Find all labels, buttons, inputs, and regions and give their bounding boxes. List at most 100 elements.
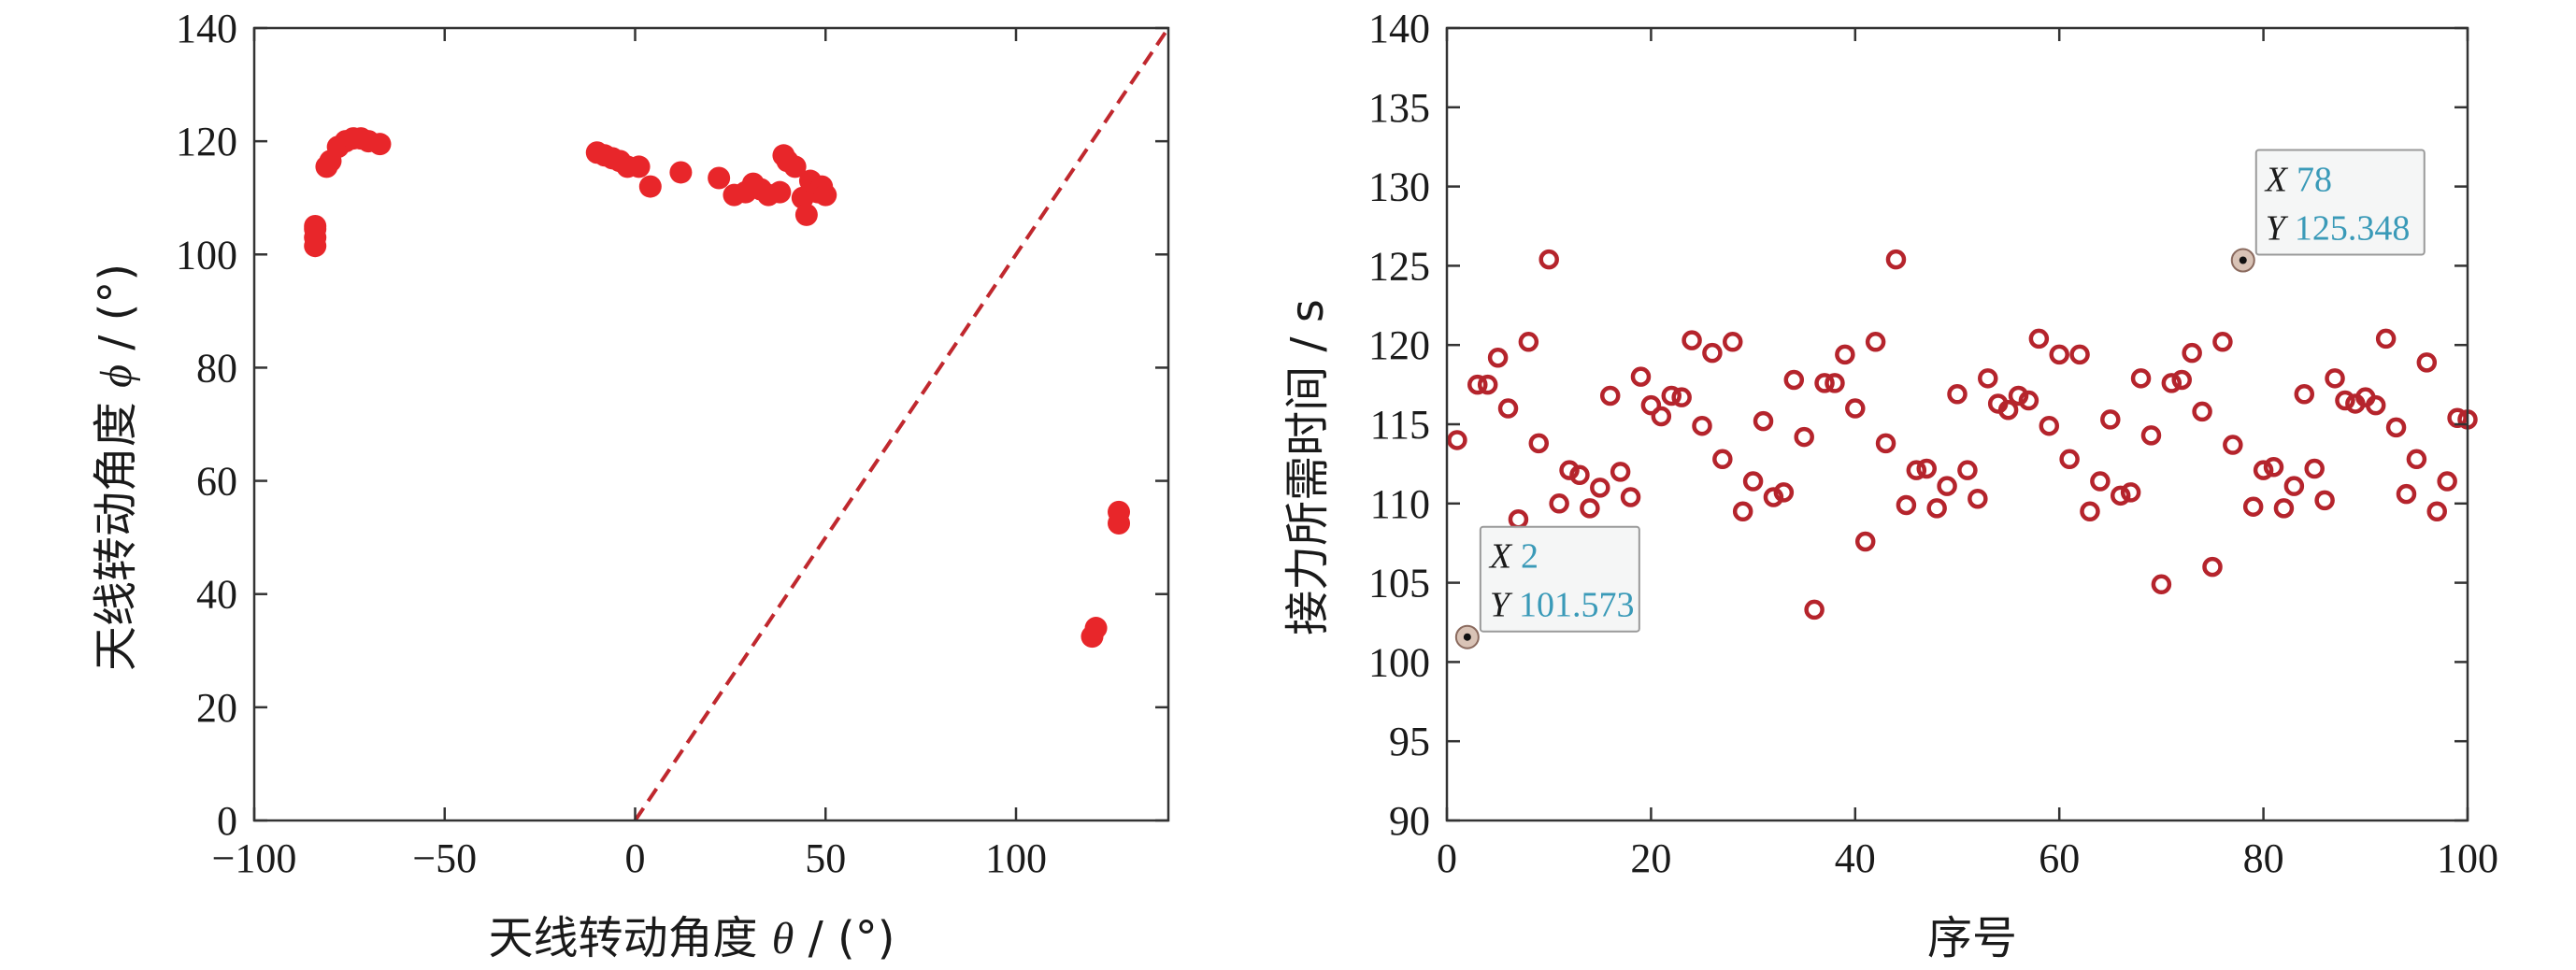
data-point (2335, 390, 2355, 411)
data-point (2263, 457, 2284, 478)
x-tick-label: −50 (412, 835, 477, 881)
data-point (1084, 617, 1108, 640)
data-point (1854, 531, 1876, 552)
data-point (2426, 501, 2447, 522)
data-point (1825, 373, 1845, 393)
y-tick-label: 60 (196, 459, 237, 505)
reference-line (633, 26, 1170, 822)
data-point (2069, 344, 2090, 365)
data-point (2080, 501, 2100, 522)
data-point (1651, 406, 1672, 427)
datatip-box (2254, 149, 2426, 256)
data-points (304, 127, 1131, 649)
plot-frame (252, 26, 1170, 822)
data-point (2100, 409, 2121, 430)
y-tick-label: 115 (1370, 402, 1430, 448)
y-axis-ticks: 0 20 40 60 80 100 120 140 (176, 6, 1168, 844)
data-point (1538, 249, 1559, 270)
y-axis-label: 接力所需时间 / s (1281, 299, 1334, 635)
data-point (1906, 460, 1927, 480)
data-point (1497, 398, 1519, 419)
data-point (1467, 374, 1488, 395)
x-axis-label: 序号 (1927, 912, 2017, 964)
data-point (1610, 462, 1631, 482)
data-point (1804, 599, 1825, 621)
x-tick-label: 0 (625, 835, 646, 881)
data-point (1671, 387, 1692, 407)
data-point (1968, 488, 1988, 509)
data-point (2110, 485, 2131, 506)
x-tick-label: −100 (212, 835, 297, 881)
data-point (783, 155, 807, 178)
y-axis-ticks: 90 95 100 105 110 115 120 125 130 135 140 (1368, 6, 2468, 844)
data-point (1937, 476, 1957, 496)
data-point (1559, 460, 1580, 480)
data-point (2192, 401, 2212, 422)
data-point (1447, 430, 1467, 450)
datatip-y-row: Y 125.348 (2266, 208, 2411, 248)
data-point (794, 203, 818, 226)
data-point (2140, 425, 2162, 446)
datatip-dot (2239, 256, 2247, 264)
x-tick-label: 50 (805, 835, 846, 881)
y-tick-label: 135 (1368, 85, 1430, 131)
y-tick-label: 140 (1368, 6, 1430, 51)
data-point (2396, 483, 2417, 505)
y-tick-label: 110 (1370, 481, 1430, 527)
data-point (2212, 332, 2233, 352)
data-point (708, 166, 731, 190)
datatip[interactable]: X 78Y 125.348 (2230, 149, 2426, 273)
data-point (2304, 458, 2325, 479)
y-axis-label: 天线转动角度 ϕ / (°) (90, 264, 142, 671)
data-point (2385, 417, 2407, 438)
datatip-x-key: X (1488, 537, 1513, 577)
data-point (1640, 394, 1662, 416)
data-point (2171, 369, 2192, 391)
x-tick-label: 100 (985, 835, 1047, 881)
data-point (1926, 498, 1947, 519)
datatip-y-key: Y (2266, 208, 2289, 248)
y-tick-label: 100 (176, 232, 237, 278)
y-tick-label: 140 (176, 6, 237, 51)
x-axis-ticks: 0 20 40 60 80 100 (1437, 28, 2498, 881)
data-point (1794, 426, 1814, 448)
data-point (1508, 509, 1529, 530)
data-point (2416, 352, 2438, 373)
x-axis-ticks: −100 −50 0 50 100 (212, 28, 1047, 881)
data-point (2018, 390, 2039, 411)
data-point (1916, 458, 1937, 479)
y-tick-label: 40 (196, 572, 237, 618)
data-point (1896, 494, 1917, 516)
data-point (2039, 415, 2060, 436)
datatip[interactable]: X 2Y 101.573 (1454, 525, 1640, 649)
datatip-y-value: 125.348 (2295, 208, 2411, 248)
data-point (1477, 374, 1498, 395)
x-tick-label: 60 (2039, 835, 2080, 881)
data-point (1682, 330, 1702, 350)
data-point (627, 155, 651, 178)
y-tick-label: 125 (1368, 243, 1430, 289)
data-point (814, 183, 837, 207)
data-point (1702, 342, 1723, 364)
data-point (2028, 328, 2050, 349)
data-point (2130, 368, 2152, 389)
data-point (2202, 556, 2223, 578)
y-tick-label: 120 (176, 119, 237, 164)
data-point (1569, 464, 1590, 486)
data-point (1599, 385, 1621, 407)
data-point (1580, 498, 1600, 519)
datatip-box (1479, 525, 1640, 633)
data-point (1692, 415, 1712, 436)
data-point (669, 161, 693, 184)
data-point (2161, 373, 2182, 393)
data-point (1783, 369, 1805, 391)
data-point (304, 215, 327, 237)
data-point (2294, 384, 2315, 405)
data-point (1712, 449, 1733, 470)
data-point (1661, 385, 1682, 407)
data-point (2151, 574, 2172, 595)
data-point (1947, 384, 1968, 405)
data-point (2120, 482, 2141, 503)
data-point (2314, 490, 2335, 511)
